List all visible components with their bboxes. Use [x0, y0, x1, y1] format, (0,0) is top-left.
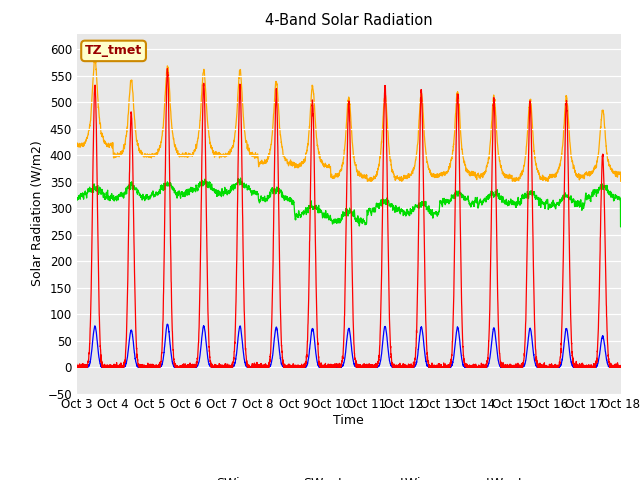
Text: TZ_tmet: TZ_tmet	[85, 44, 142, 58]
X-axis label: Time: Time	[333, 414, 364, 427]
Legend: SWin, SWout, LWin, LWout: SWin, SWout, LWin, LWout	[170, 472, 528, 480]
Y-axis label: Solar Radiation (W/m2): Solar Radiation (W/m2)	[30, 141, 43, 287]
Title: 4-Band Solar Radiation: 4-Band Solar Radiation	[265, 13, 433, 28]
